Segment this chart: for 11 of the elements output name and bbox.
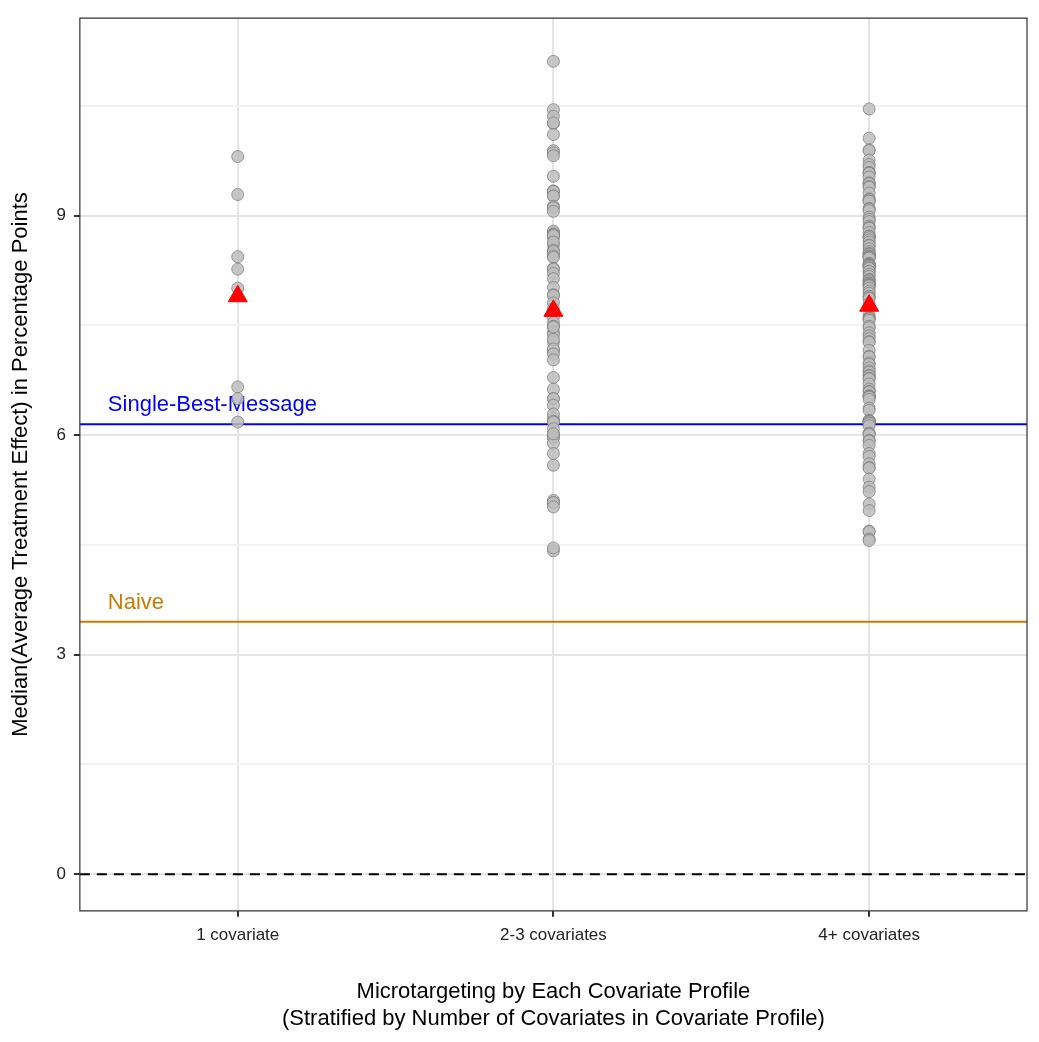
y-axis-title: Median(Average Treatment Effect) in Percentage Points — [7, 192, 33, 737]
x-tick-label: 4+ covariates — [818, 924, 920, 944]
y-tick-label: 3 — [56, 644, 66, 664]
y-tick-label: 6 — [56, 424, 66, 444]
y-tick-label: 9 — [56, 205, 66, 225]
y-tick-label: 0 — [56, 863, 66, 883]
x-tick-label: 1 covariate — [196, 924, 280, 944]
ref-line-label: Single-Best-Message — [107, 391, 317, 417]
x-axis-title: Microtargeting by Each Covariate Profile (Stratified by Number of Covariates in Covariate Profile) — [281, 978, 825, 1030]
x-tick-label: 2-3 covariates — [500, 924, 607, 944]
ref-line-label: Naive — [107, 588, 165, 614]
